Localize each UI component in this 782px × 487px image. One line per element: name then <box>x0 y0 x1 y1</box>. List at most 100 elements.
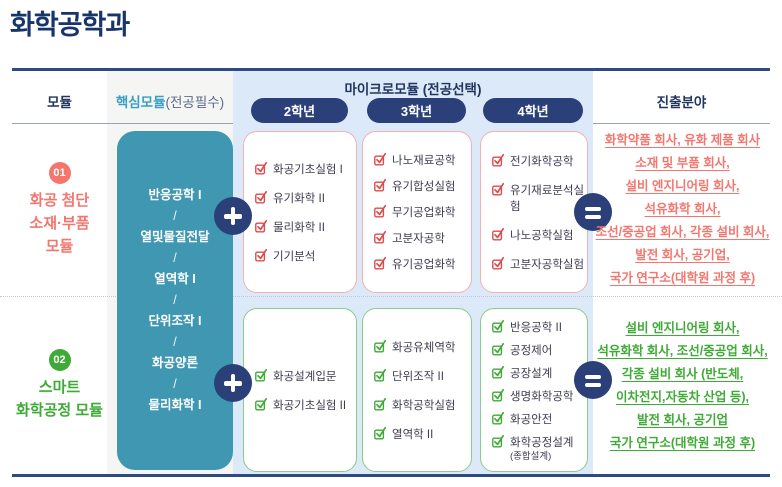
course-item: 물리화학 II <box>255 219 356 235</box>
text-line: 스마트 <box>38 379 81 396</box>
checkbox-icon <box>492 365 505 379</box>
text-line: 국가 연구소(대학원 과정 후) <box>609 435 756 450</box>
course-item: 공정제어 <box>492 342 587 358</box>
text-line: 조선/중공업 회사, 각종 설비 회사, <box>595 225 770 239</box>
course-item: 단위조작 II <box>374 368 471 384</box>
module-number-badge: 01 <box>48 161 71 184</box>
course-label: 나노공학실험 <box>510 229 574 242</box>
course-item: 생명화학공학 <box>492 388 587 404</box>
course-label: 유기합성실험 <box>392 181 456 193</box>
course-label: 전기화학공학 <box>510 155 574 168</box>
separator: / <box>173 251 177 265</box>
course-item: 화공기초실험 I <box>255 161 356 177</box>
course-item: 화공기초실험 II <box>255 397 356 413</box>
core-course: 화공양론 <box>151 356 198 370</box>
text-line: 소재 및 부품 회사, <box>635 156 730 170</box>
course-label: 유기재료분석실험 <box>510 184 585 213</box>
header-divider-left <box>12 123 233 124</box>
checkbox-icon <box>255 161 268 175</box>
course-label: 화학공정설계 (종합설계) <box>510 436 574 462</box>
text-line: 발전 회사, 공기업, <box>635 248 730 262</box>
checkbox-icon <box>492 182 505 196</box>
year-pill-3: 3학년 <box>367 98 466 123</box>
core-course: 반응공학 I <box>148 188 202 202</box>
micro-card-row1-year2: 화공기초실험 I 유기화학 II 물리화학 II 기기분석 <box>243 131 357 293</box>
plus-icon <box>214 197 252 235</box>
checkbox-icon <box>492 342 505 356</box>
separator: / <box>173 377 177 391</box>
course-item: 나노공학실험 <box>492 227 587 243</box>
checkbox-icon <box>374 256 387 270</box>
course-label: 유기화학 II <box>273 192 325 205</box>
course-item: 공장설계 <box>492 365 587 381</box>
text-line: 화학약품 회사, 유화 제품 회사 <box>604 133 761 147</box>
course-item: 기기분석 <box>255 248 356 264</box>
checkbox-icon <box>492 434 505 448</box>
course-label: 화학공학실험 <box>392 399 456 412</box>
course-item: 반응공학 II <box>492 319 587 335</box>
text-line: 국가 연구소(대학원 과정 후) <box>609 271 756 285</box>
course-label: 생명화학공학 <box>510 390 574 403</box>
checkbox-icon <box>374 397 387 411</box>
course-item: 무기공업화학 <box>374 204 471 220</box>
course-item: 화공설계입문 <box>255 368 356 384</box>
course-item: 나노재료공학 <box>374 152 471 168</box>
core-course: 열및물질전달 <box>140 230 210 244</box>
checkbox-icon <box>374 178 387 192</box>
text-line: 발전 회사, 공기업 <box>637 412 728 427</box>
module-number-badge: 02 <box>48 349 71 371</box>
text-line: 화학공정 모듈 <box>16 402 103 419</box>
checkbox-icon <box>255 219 268 233</box>
core-course: 열역학 I <box>154 272 196 286</box>
course-label: 단위조작 II <box>392 370 444 383</box>
year-pill-4: 4학년 <box>483 98 583 123</box>
course-label: 화공설계입문 <box>273 370 337 383</box>
course-label: 무기공업화학 <box>392 207 456 219</box>
text-line: 설비 엔지니어링 회사, <box>625 179 740 193</box>
checkbox-icon <box>374 339 387 353</box>
checkbox-icon <box>374 204 387 218</box>
checkbox-icon <box>374 426 387 440</box>
core-course: 단위조작 I <box>148 314 202 328</box>
column-header-core-module: 핵심모듈(전공필수) <box>107 91 233 111</box>
column-header-micro-module: 마이크로모듈 (전공선택) <box>344 82 482 97</box>
plus-icon <box>214 364 252 402</box>
course-item: 고분자공학실험 <box>492 256 587 272</box>
module-label-lines: 화공 첨단 소재·부품 모듈 <box>29 189 89 258</box>
checkbox-icon <box>492 411 505 425</box>
course-label: 물리화학 II <box>273 221 325 234</box>
core-module-box: 반응공학 I / 열및물질전달 / 열역학 I / 단위조작 I / 화공양론 / 물리화학 I <box>117 131 233 470</box>
course-label: 화공유체역학 <box>392 341 456 354</box>
course-label: 유기공업화학 <box>392 259 456 271</box>
checkbox-icon <box>374 368 387 382</box>
course-label: 공정제어 <box>510 344 553 357</box>
text-line: 이차전지,자동차 산업 등), <box>615 389 750 404</box>
course-item: 전기화학공학 <box>492 153 587 169</box>
column-header-module: 모듈 <box>47 95 72 110</box>
course-item: 화학공정설계 (종합설계) <box>492 434 587 462</box>
text-line: 각종 설비 회사 (반도체, <box>621 366 744 381</box>
module-label-1: 01 화공 첨단 소재·부품 모듈 <box>12 123 107 296</box>
checkbox-icon <box>492 319 505 333</box>
course-label: 반응공학 II <box>510 321 562 334</box>
course-item: 고분자공학 <box>374 230 471 246</box>
page-title: 화학공학과 <box>10 10 130 40</box>
checkbox-icon <box>374 152 387 166</box>
course-label: 고분자공학실험 <box>510 258 585 271</box>
checkbox-icon <box>255 190 268 204</box>
table-bottom-border <box>12 474 770 477</box>
header-divider-right <box>593 123 770 124</box>
course-label: 열역학 II <box>392 428 434 441</box>
column-header-career: 진출분야 <box>656 95 707 110</box>
course-item: 화학공학실험 <box>374 397 471 413</box>
course-item: 유기재료분석실험 <box>492 182 587 214</box>
course-label: 화공기초실험 I <box>273 163 343 176</box>
core-module-header-title: 핵심모듈 <box>115 95 166 110</box>
checkbox-icon <box>255 248 268 262</box>
